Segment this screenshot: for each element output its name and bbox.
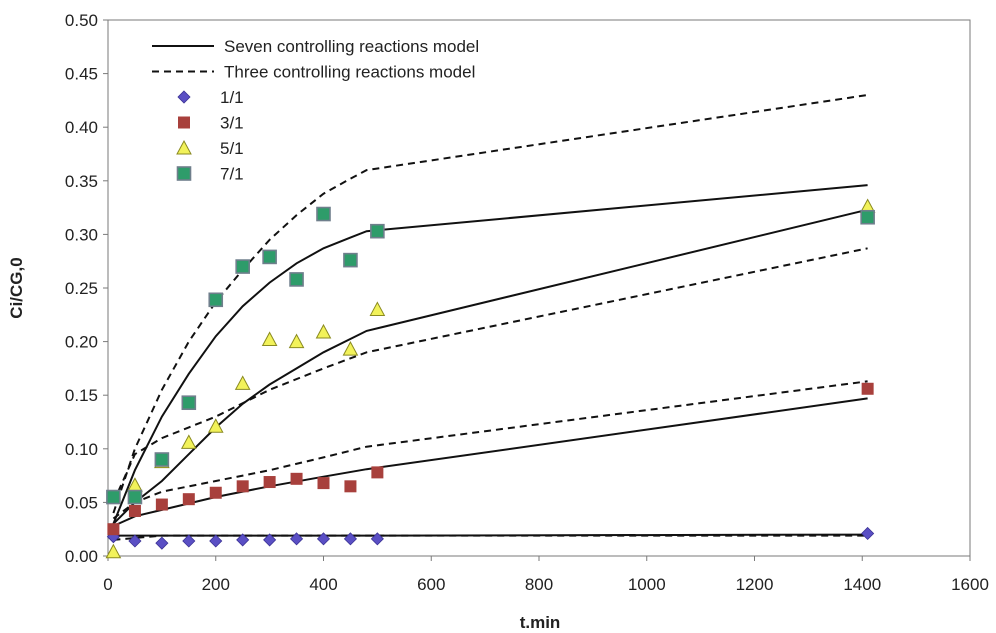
legend-marker — [178, 116, 190, 129]
data-point — [343, 252, 358, 268]
y-tick-label: 0.25 — [65, 279, 98, 298]
legend-item: Seven controlling reactions model — [152, 37, 479, 56]
data-point — [235, 259, 250, 274]
data-point — [316, 532, 331, 546]
data-point — [182, 493, 195, 506]
data-point — [154, 452, 170, 467]
series-5-1 — [105, 198, 876, 559]
data-point — [370, 532, 384, 546]
y-tick-label: 0.10 — [65, 440, 98, 459]
x-tick-label: 1200 — [736, 575, 774, 594]
legend-label: Seven controlling reactions model — [224, 37, 479, 56]
data-point — [208, 292, 224, 308]
x-tick-label: 400 — [309, 575, 337, 594]
data-point — [207, 418, 224, 433]
legend-label: 1/1 — [220, 88, 244, 107]
three-model-curve — [113, 534, 868, 541]
legend-label: 7/1 — [220, 165, 244, 184]
data-point — [236, 533, 250, 547]
series-7-1 — [106, 206, 875, 505]
legend-label: 5/1 — [220, 139, 244, 158]
legend: Seven controlling reactions model Three c… — [152, 37, 479, 184]
y-tick-label: 0.45 — [65, 65, 98, 84]
data-point — [263, 533, 277, 547]
data-point — [261, 331, 278, 346]
data-point — [861, 526, 875, 541]
data-point — [181, 395, 197, 411]
legend-label: 3/1 — [220, 114, 244, 133]
legend-item: 1/1 — [177, 88, 244, 107]
y-tick-label: 0.15 — [65, 386, 98, 405]
data-point — [236, 480, 249, 493]
y-tick-label: 0.35 — [65, 172, 98, 191]
data-point — [182, 534, 196, 548]
x-tick-label: 800 — [525, 575, 553, 594]
data-points — [105, 198, 876, 559]
data-point — [342, 341, 359, 356]
data-point — [155, 536, 169, 550]
legend-marker — [176, 166, 192, 181]
legend-item: Three controlling reactions model — [152, 63, 475, 82]
data-point — [128, 504, 141, 517]
data-point — [317, 477, 330, 490]
x-tick-label: 0 — [103, 575, 112, 594]
data-point — [209, 534, 223, 548]
y-tick-label: 0.40 — [65, 118, 98, 137]
y-tick-label: 0.30 — [65, 225, 98, 244]
data-point — [289, 272, 304, 287]
seven-model-curve — [112, 184, 868, 525]
legend-marker — [177, 90, 191, 104]
data-point — [209, 486, 222, 499]
data-point — [315, 323, 332, 339]
data-point — [371, 466, 384, 479]
y-tick-label: 0.05 — [65, 493, 98, 512]
y-tick-label: 0.20 — [65, 333, 98, 352]
data-point — [128, 534, 142, 548]
legend-item: 3/1 — [178, 114, 244, 133]
three-model-curve — [112, 380, 868, 520]
data-point — [289, 532, 304, 546]
data-point — [107, 523, 120, 536]
x-axis-title: t.min — [520, 613, 561, 632]
data-point — [344, 480, 357, 493]
x-tick-label: 1400 — [843, 575, 881, 594]
axes: 0 200 400 600 800 1000 1200 1400 1600 0.00 0.05 0.1… — [65, 11, 989, 594]
y-tick-label: 0.00 — [65, 547, 98, 566]
x-tick-label: 1000 — [628, 575, 666, 594]
legend-item: 5/1 — [176, 139, 244, 158]
legend-marker — [176, 139, 192, 155]
model-curves — [112, 94, 868, 541]
data-point — [861, 382, 874, 395]
data-point — [127, 489, 143, 505]
data-point — [155, 498, 168, 511]
data-point — [290, 472, 303, 485]
data-point — [180, 434, 197, 449]
seven-model-curve — [112, 208, 868, 525]
data-point — [370, 223, 385, 239]
data-point — [262, 249, 277, 265]
legend-label: Three controlling reactions model — [224, 63, 475, 82]
y-tick-label: 0.50 — [65, 11, 98, 30]
data-point — [343, 532, 358, 546]
three-model-curve — [112, 94, 868, 514]
data-point — [234, 375, 251, 390]
x-tick-label: 200 — [202, 575, 230, 594]
data-point — [369, 301, 386, 316]
data-point — [860, 209, 875, 225]
data-point — [316, 206, 331, 222]
x-tick-label: 600 — [417, 575, 445, 594]
three-model-curve — [112, 247, 868, 503]
y-axis-title: Ci/CG,0 — [7, 257, 26, 318]
data-point — [288, 333, 305, 349]
data-point — [105, 543, 122, 559]
series-3-1 — [107, 382, 874, 536]
series-1-1 — [106, 526, 875, 550]
data-point — [263, 476, 276, 489]
x-tick-label: 1600 — [951, 575, 989, 594]
data-point — [106, 489, 121, 505]
legend-item: 7/1 — [176, 165, 244, 184]
